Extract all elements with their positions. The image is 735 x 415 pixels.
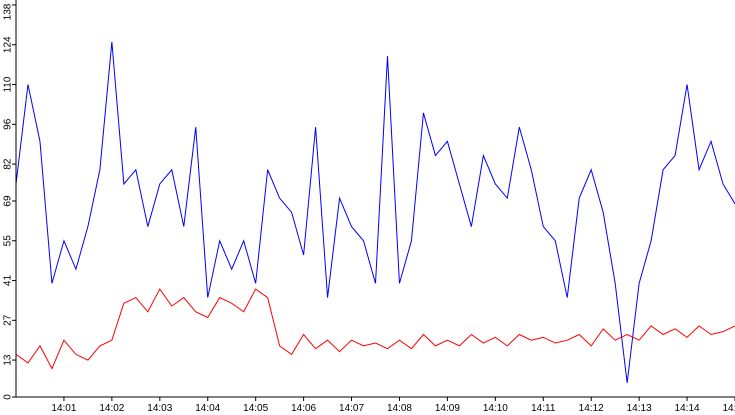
y-tick-label: 110 xyxy=(3,76,14,92)
y-tick-label: 27 xyxy=(3,314,14,326)
x-tick-label: 14:14 xyxy=(675,403,700,414)
x-tick-label: 14:06 xyxy=(291,403,316,414)
x-tick-label: 14:10 xyxy=(483,403,508,414)
x-tick-label: 14:03 xyxy=(147,403,172,414)
y-tick-label: 0 xyxy=(3,394,14,400)
y-tick-label: 13 xyxy=(3,354,14,366)
line-series xyxy=(15,288,735,370)
line-series xyxy=(15,41,735,383)
x-tick-label: 14:12 xyxy=(579,403,604,414)
y-tick-label: 82 xyxy=(3,158,14,170)
x-tick-label: 14:09 xyxy=(435,403,460,414)
x-tick-label: 14:02 xyxy=(99,403,124,414)
x-tick-label: 14:01 xyxy=(51,403,76,414)
x-tick-label: 14:11 xyxy=(531,403,556,414)
x-tick-label: 14:08 xyxy=(387,403,412,414)
y-tick-label: 41 xyxy=(3,275,14,287)
x-tick-label: 14:15 xyxy=(722,403,735,414)
x-tick-label: 14:05 xyxy=(243,403,268,414)
y-tick-label: 124 xyxy=(3,36,14,53)
y-tick-label: 55 xyxy=(3,235,14,247)
x-tick-label: 14:07 xyxy=(339,403,364,414)
y-tick-label: 69 xyxy=(3,195,14,207)
x-tick-label: 14:04 xyxy=(195,403,220,414)
x-tick-label: 14:13 xyxy=(627,403,652,414)
y-tick-label: 96 xyxy=(3,118,14,130)
y-tick-label: 138 xyxy=(3,3,14,20)
